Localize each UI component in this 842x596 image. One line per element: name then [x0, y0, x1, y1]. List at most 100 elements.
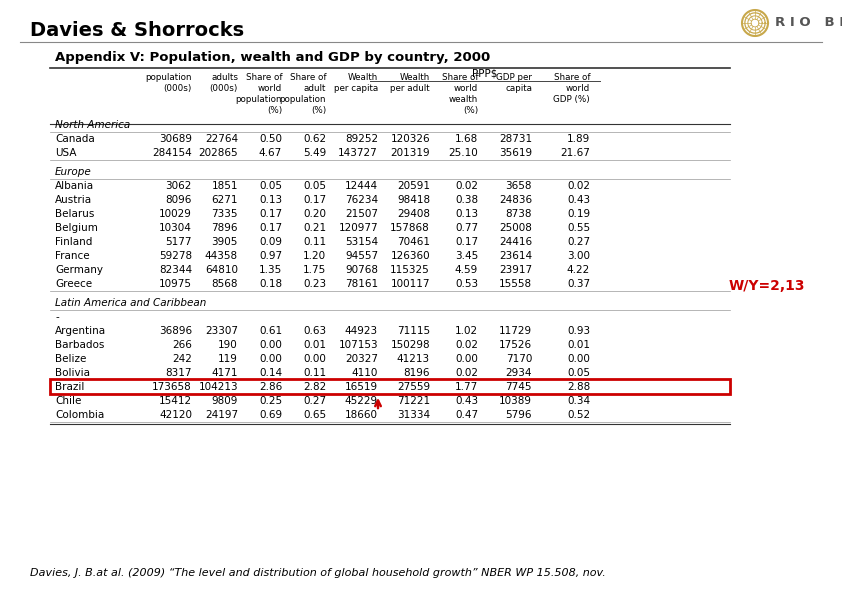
Text: R I O   B R A V O: R I O B R A V O — [775, 17, 842, 29]
Text: 8738: 8738 — [505, 209, 532, 219]
Text: 42120: 42120 — [159, 410, 192, 420]
Text: 150298: 150298 — [391, 340, 430, 350]
Text: 9809: 9809 — [211, 396, 238, 406]
Text: 20327: 20327 — [345, 354, 378, 364]
Text: 22764: 22764 — [205, 134, 238, 144]
Text: 21507: 21507 — [345, 209, 378, 219]
Text: 4.67: 4.67 — [258, 148, 282, 158]
Text: 0.00: 0.00 — [456, 354, 478, 364]
Text: Canada: Canada — [55, 134, 95, 144]
Text: 0.13: 0.13 — [258, 195, 282, 205]
Text: Belarus: Belarus — [55, 209, 94, 219]
Text: GDP per
capita: GDP per capita — [496, 73, 532, 93]
Text: 5796: 5796 — [505, 410, 532, 420]
Text: 0.02: 0.02 — [455, 368, 478, 378]
Text: Wealth
per adult: Wealth per adult — [391, 73, 430, 93]
Text: 23614: 23614 — [498, 251, 532, 261]
Text: 202865: 202865 — [199, 148, 238, 158]
Text: 0.11: 0.11 — [303, 368, 326, 378]
Text: 8568: 8568 — [211, 279, 238, 289]
Text: 1.68: 1.68 — [455, 134, 478, 144]
Text: 0.13: 0.13 — [455, 209, 478, 219]
Text: 78161: 78161 — [345, 279, 378, 289]
Text: 0.69: 0.69 — [258, 410, 282, 420]
Text: 10029: 10029 — [159, 209, 192, 219]
Text: 36896: 36896 — [159, 326, 192, 336]
Text: 4.22: 4.22 — [567, 265, 590, 275]
Text: 44358: 44358 — [205, 251, 238, 261]
Text: 157868: 157868 — [390, 223, 430, 233]
Text: 115325: 115325 — [390, 265, 430, 275]
Text: 35619: 35619 — [498, 148, 532, 158]
Text: PPP$: PPP$ — [472, 68, 498, 78]
Text: 0.62: 0.62 — [303, 134, 326, 144]
Text: 64810: 64810 — [205, 265, 238, 275]
Text: 17526: 17526 — [498, 340, 532, 350]
Text: 23307: 23307 — [205, 326, 238, 336]
Text: 10304: 10304 — [159, 223, 192, 233]
Text: 0.43: 0.43 — [455, 396, 478, 406]
Text: Belgium: Belgium — [55, 223, 98, 233]
Text: 0.17: 0.17 — [258, 223, 282, 233]
Text: Barbados: Barbados — [55, 340, 104, 350]
Text: 0.93: 0.93 — [567, 326, 590, 336]
Text: Albania: Albania — [55, 181, 94, 191]
FancyBboxPatch shape — [50, 379, 730, 394]
Text: 70461: 70461 — [397, 237, 430, 247]
Text: 0.34: 0.34 — [567, 396, 590, 406]
Text: 0.18: 0.18 — [258, 279, 282, 289]
Text: 45229: 45229 — [345, 396, 378, 406]
Text: 31334: 31334 — [397, 410, 430, 420]
Text: 0.97: 0.97 — [258, 251, 282, 261]
Text: Share of
adult
population
(%): Share of adult population (%) — [280, 73, 326, 115]
Text: USA: USA — [55, 148, 77, 158]
Text: 4110: 4110 — [352, 368, 378, 378]
Text: 53154: 53154 — [345, 237, 378, 247]
Text: 1.35: 1.35 — [258, 265, 282, 275]
Text: 25.10: 25.10 — [448, 148, 478, 158]
Text: Share of
world
GDP (%): Share of world GDP (%) — [553, 73, 590, 104]
Text: 0.17: 0.17 — [303, 195, 326, 205]
Text: 100117: 100117 — [391, 279, 430, 289]
Text: 2.88: 2.88 — [567, 382, 590, 392]
Text: 4.59: 4.59 — [455, 265, 478, 275]
Text: 0.11: 0.11 — [303, 237, 326, 247]
Text: 1.77: 1.77 — [455, 382, 478, 392]
Text: 94557: 94557 — [345, 251, 378, 261]
Text: 20591: 20591 — [397, 181, 430, 191]
Text: Brazil: Brazil — [55, 382, 84, 392]
Text: Wealth
per capita: Wealth per capita — [333, 73, 378, 93]
Text: 3658: 3658 — [505, 181, 532, 191]
Text: 242: 242 — [172, 354, 192, 364]
Text: 0.52: 0.52 — [567, 410, 590, 420]
Text: North America: North America — [55, 120, 131, 130]
Text: 0.01: 0.01 — [303, 340, 326, 350]
Text: Chile: Chile — [55, 396, 82, 406]
Text: 173658: 173658 — [152, 382, 192, 392]
Text: 1851: 1851 — [211, 181, 238, 191]
Text: 18660: 18660 — [345, 410, 378, 420]
Text: 28731: 28731 — [498, 134, 532, 144]
Text: 5177: 5177 — [166, 237, 192, 247]
Text: 76234: 76234 — [345, 195, 378, 205]
Text: 8196: 8196 — [403, 368, 430, 378]
Text: W/Y=2,13: W/Y=2,13 — [728, 279, 805, 293]
Text: 0.19: 0.19 — [567, 209, 590, 219]
Text: 126360: 126360 — [391, 251, 430, 261]
Text: Finland: Finland — [55, 237, 93, 247]
Text: 119: 119 — [218, 354, 238, 364]
Text: 7170: 7170 — [506, 354, 532, 364]
Text: 44923: 44923 — [345, 326, 378, 336]
Text: 1.75: 1.75 — [303, 265, 326, 275]
Text: 2.82: 2.82 — [303, 382, 326, 392]
Text: 107153: 107153 — [338, 340, 378, 350]
Text: -: - — [55, 312, 59, 322]
Text: 0.05: 0.05 — [303, 181, 326, 191]
Text: 30689: 30689 — [159, 134, 192, 144]
Text: 0.02: 0.02 — [567, 181, 590, 191]
Text: 0.38: 0.38 — [455, 195, 478, 205]
Text: 3.00: 3.00 — [567, 251, 590, 261]
Text: 3062: 3062 — [166, 181, 192, 191]
Text: Latin America and Caribbean: Latin America and Caribbean — [55, 298, 206, 308]
Text: Europe: Europe — [55, 167, 92, 177]
